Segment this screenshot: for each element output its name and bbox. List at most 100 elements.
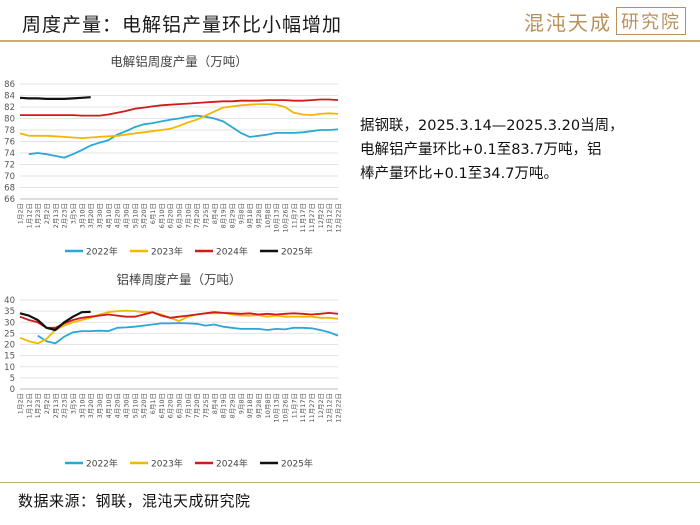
x-tick-label: 2月23日 — [61, 393, 69, 418]
x-tick-label: 11月7日 — [290, 393, 298, 418]
y-tick-label: 84 — [4, 92, 15, 102]
x-tick-label: 4月30日 — [123, 393, 131, 418]
x-tick-label: 7月10日 — [184, 393, 192, 418]
x-tick-label: 3月20日 — [87, 203, 95, 228]
x-tick-label: 3月30日 — [96, 393, 104, 418]
y-tick-label: 66 — [4, 195, 15, 205]
x-tick-label: 1月12日 — [25, 203, 33, 228]
x-tick-label: 11月17日 — [299, 203, 307, 233]
x-tick-label: 10月8日 — [264, 393, 272, 418]
x-tick-label: 2月2日 — [43, 203, 51, 224]
x-tick-label: 6月10日 — [158, 203, 166, 228]
x-tick-label: 7月10日 — [184, 203, 192, 228]
x-tick-label: 9月18日 — [246, 203, 254, 228]
y-tick-label: 82 — [4, 103, 15, 113]
x-tick-label: 12月2日 — [317, 203, 325, 228]
series-line-2024年 — [20, 98, 339, 117]
series-line-2025年 — [19, 310, 91, 332]
legend-label: 2024年 — [216, 458, 248, 470]
y-tick-label: 78 — [4, 126, 15, 136]
x-tick-label: 9月28日 — [255, 393, 263, 418]
x-tick-label: 7月20日 — [193, 203, 201, 228]
x-tick-label: 7月25日 — [202, 393, 210, 418]
x-tick-label: 7月20日 — [193, 393, 201, 418]
y-tick-label: 30 — [4, 318, 15, 328]
description-line: 据钢联，2025.3.14—2025.3.20当周， — [360, 118, 624, 134]
y-tick-label: 72 — [4, 161, 15, 171]
x-tick-label: 8月19日 — [220, 203, 228, 228]
header-divider — [0, 40, 700, 42]
x-tick-label: 2月2日 — [43, 393, 51, 414]
series-line-2022年 — [37, 322, 339, 345]
series-line-2025年 — [19, 96, 91, 100]
legend-label: 2022年 — [86, 246, 118, 258]
x-tick-label: 1月2日 — [17, 203, 25, 224]
x-tick-label: 4月30日 — [123, 203, 131, 228]
y-tick-label: 68 — [4, 184, 15, 194]
x-tick-label: 11月27日 — [308, 203, 316, 233]
legend-label: 2025年 — [281, 246, 313, 258]
x-tick-label: 2月13日 — [52, 393, 60, 418]
x-tick-label: 1月2日 — [17, 393, 25, 414]
logo-box-text: 研究院 — [616, 7, 686, 35]
x-tick-label: 4月10日 — [105, 203, 113, 228]
x-tick-label: 6月1日 — [149, 393, 157, 414]
legend-label: 2023年 — [151, 458, 183, 470]
legend-label: 2023年 — [151, 246, 183, 258]
x-tick-label: 8月19日 — [220, 393, 228, 418]
x-tick-label: 6月10日 — [158, 393, 166, 418]
x-tick-label: 8月29日 — [229, 203, 237, 228]
x-tick-label: 2月23日 — [61, 203, 69, 228]
x-tick-label: 3月30日 — [96, 203, 104, 228]
x-tick-label: 4月20日 — [114, 393, 122, 418]
y-tick-label: 35 — [4, 307, 15, 317]
legend-label: 2024年 — [216, 246, 248, 258]
y-tick-label: 86 — [4, 80, 15, 90]
x-tick-label: 6月30日 — [176, 393, 184, 418]
x-tick-label: 8月4日 — [211, 393, 219, 414]
x-tick-label: 10月26日 — [282, 393, 290, 423]
chart-title: 电解铝周度产量（万吨） — [110, 54, 248, 69]
x-tick-label: 4月10日 — [105, 393, 113, 418]
y-tick-label: 15 — [4, 352, 15, 362]
description-line: 电解铝产量环比+0.1至83.7万吨，铝 — [360, 142, 602, 158]
x-tick-label: 5月20日 — [140, 393, 148, 418]
x-tick-label: 1月12日 — [25, 393, 33, 418]
x-tick-label: 3月10日 — [78, 393, 86, 418]
x-tick-label: 7月25日 — [202, 203, 210, 228]
y-tick-label: 40 — [4, 296, 15, 306]
y-tick-label: 70 — [4, 172, 15, 182]
x-tick-label: 11月27日 — [308, 393, 316, 423]
description-text: 据钢联，2025.3.14—2025.3.20当周， 电解铝产量环比+0.1至8… — [360, 114, 680, 186]
x-tick-label: 3月20日 — [87, 393, 95, 418]
x-tick-label: 12月2日 — [317, 393, 325, 418]
x-tick-label: 9月8日 — [237, 203, 245, 224]
x-tick-label: 11月7日 — [290, 203, 298, 228]
x-tick-label: 6月20日 — [167, 203, 175, 228]
x-tick-label: 3月5日 — [70, 203, 78, 224]
x-tick-label: 8月29日 — [229, 393, 237, 418]
chart-title: 铝棒周度产量（万吨） — [116, 272, 241, 287]
legend-label: 2022年 — [86, 458, 118, 470]
x-tick-label: 12月22日 — [335, 393, 343, 423]
x-tick-label: 9月28日 — [255, 203, 263, 228]
logo-text: 混沌天成 — [524, 10, 612, 35]
x-tick-label: 11月17日 — [299, 393, 307, 423]
series-line-2023年 — [19, 103, 339, 139]
data-source: 数据来源：钢联，混沌天成研究院 — [18, 492, 251, 510]
y-tick-label: 20 — [4, 341, 15, 351]
description-line: 棒产量环比+0.1至34.7万吨。 — [360, 166, 558, 182]
x-tick-label: 3月5日 — [70, 393, 78, 414]
x-tick-label: 9月8日 — [237, 393, 245, 414]
y-tick-label: 0 — [10, 385, 15, 395]
x-tick-label: 2月13日 — [52, 203, 60, 228]
x-tick-label: 10月8日 — [264, 203, 272, 228]
y-tick-label: 5 — [10, 374, 15, 384]
series-line-2022年 — [28, 114, 339, 159]
x-tick-label: 4月20日 — [114, 203, 122, 228]
series-line-2023年 — [19, 309, 339, 345]
x-tick-label: 6月30日 — [176, 203, 184, 228]
brand-logo: 混沌天成 研究院 — [524, 6, 686, 36]
